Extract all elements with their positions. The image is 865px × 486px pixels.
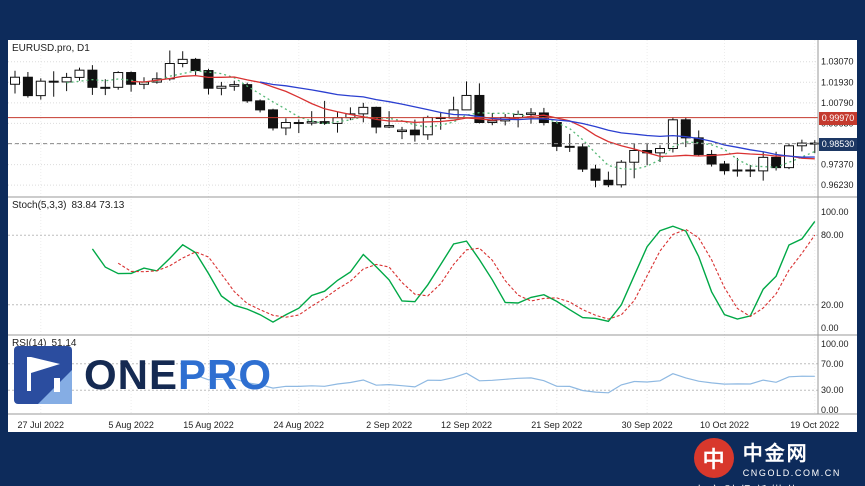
cngold-logo: 中 中金网 CNGOLD.COM.CN 中文财经新媒体 bbox=[693, 437, 841, 486]
candlesticks bbox=[10, 50, 820, 188]
svg-text:2 Sep 2022: 2 Sep 2022 bbox=[366, 420, 412, 430]
cngold-name: 中金网 bbox=[742, 443, 809, 465]
ask-price-badge: 0.99970 bbox=[819, 111, 857, 125]
svg-text:1.01930: 1.01930 bbox=[821, 77, 854, 87]
bid-price-badge: 0.98530 bbox=[819, 137, 857, 151]
indicator-level-lines bbox=[8, 234, 818, 391]
svg-text:0.00: 0.00 bbox=[821, 323, 839, 333]
svg-text:1.03070: 1.03070 bbox=[821, 57, 854, 67]
onepro-one-text: ONE bbox=[84, 351, 179, 398]
rsi-line bbox=[195, 372, 815, 394]
moving-average-lines bbox=[66, 70, 816, 171]
chart-svg: 1.030701.019301.007900.996500.985100.973… bbox=[8, 40, 857, 430]
svg-text:20.00: 20.00 bbox=[821, 300, 844, 310]
top-border-band bbox=[0, 0, 865, 40]
svg-text:0.00: 0.00 bbox=[821, 405, 839, 415]
svg-text:12 Sep 2022: 12 Sep 2022 bbox=[441, 420, 492, 430]
onepro-logo-icon bbox=[14, 346, 72, 404]
chart-area: 1.030701.019301.007900.996500.985100.973… bbox=[8, 40, 857, 432]
svg-text:70.00: 70.00 bbox=[821, 359, 844, 369]
bid-ask-lines bbox=[8, 117, 818, 145]
stochastic-label: Stoch(5,3,3) 83.84 73.13 bbox=[12, 200, 124, 211]
cngold-circle-icon: 中 bbox=[693, 437, 734, 478]
symbol-timeframe-label: EURUSD.pro, D1 bbox=[12, 43, 90, 54]
svg-text:5 Aug 2022: 5 Aug 2022 bbox=[108, 420, 154, 430]
svg-text:0.97370: 0.97370 bbox=[821, 160, 854, 170]
panel-separators bbox=[8, 40, 857, 415]
svg-text:30.00: 30.00 bbox=[821, 385, 844, 395]
rsi-label: RSI(14) 51.14 bbox=[12, 338, 76, 349]
cngold-domain: CNGOLD.COM.CN bbox=[742, 468, 841, 478]
svg-text:100.00: 100.00 bbox=[821, 339, 849, 349]
svg-text:21 Sep 2022: 21 Sep 2022 bbox=[531, 420, 582, 430]
svg-text:15 Aug 2022: 15 Aug 2022 bbox=[183, 420, 234, 430]
onepro-pro-text: PRO bbox=[178, 351, 273, 398]
svg-text:24 Aug 2022: 24 Aug 2022 bbox=[274, 420, 325, 430]
rsi-value: 51.14 bbox=[51, 338, 77, 349]
onepro-wordmark: ONEPRO bbox=[84, 354, 272, 396]
cngold-tagline: 中文财经新媒体 bbox=[694, 482, 841, 486]
svg-text:100.00: 100.00 bbox=[821, 207, 849, 217]
svg-text:27 Jul 2022: 27 Jul 2022 bbox=[18, 420, 65, 430]
svg-text:19 Oct 2022: 19 Oct 2022 bbox=[790, 420, 839, 430]
svg-text:10 Oct 2022: 10 Oct 2022 bbox=[700, 420, 749, 430]
svg-text:1.00790: 1.00790 bbox=[821, 98, 854, 108]
onepro-logo: ONEPRO bbox=[14, 346, 272, 404]
svg-text:30 Sep 2022: 30 Sep 2022 bbox=[622, 420, 673, 430]
stochastic-name: Stoch(5,3,3) bbox=[12, 200, 67, 211]
svg-text:0.96230: 0.96230 bbox=[821, 180, 854, 190]
stochastic-lines bbox=[91, 220, 816, 323]
stochastic-values: 83.84 73.13 bbox=[71, 200, 125, 211]
rsi-name: RSI(14) bbox=[12, 338, 47, 349]
svg-text:80.00: 80.00 bbox=[821, 230, 844, 240]
